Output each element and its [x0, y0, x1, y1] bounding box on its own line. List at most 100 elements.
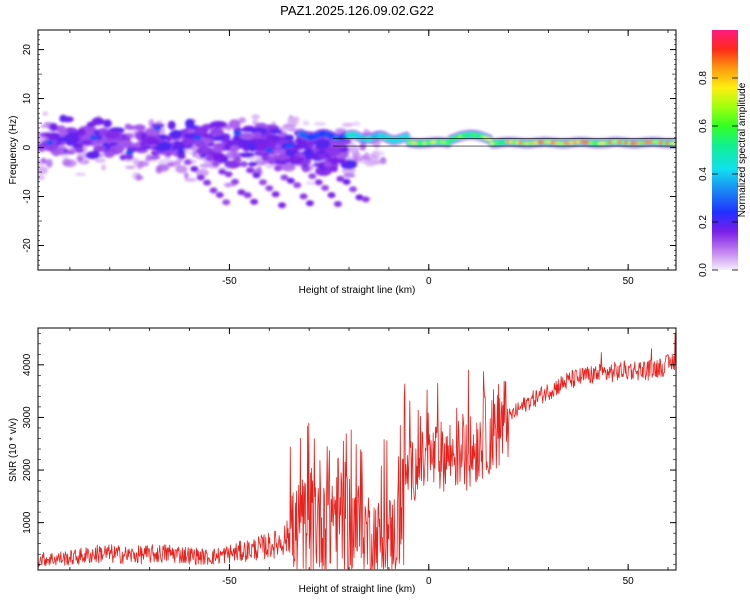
- spectrogram-cell: [351, 121, 361, 126]
- spectrogram-cell: [77, 128, 86, 137]
- spectrogram-cell: [91, 117, 105, 126]
- spectrogram-cell: [335, 128, 347, 134]
- spectrogram-cell: [38, 159, 42, 167]
- spectrogram-cell: [250, 127, 268, 135]
- spectrogram-cell: [302, 166, 310, 173]
- spectrogram-cell: [312, 162, 327, 167]
- spectrogram-cell: [329, 166, 338, 173]
- spectrogram-cell: [402, 133, 410, 140]
- spectrogram-cell: [280, 174, 289, 181]
- y-tick-label: -10: [22, 189, 33, 204]
- spectrogram-cell: [133, 158, 140, 166]
- spectrogram-cell: [38, 175, 45, 181]
- spectrogram-cell: [215, 192, 224, 198]
- spectrogram-cell: [327, 192, 336, 199]
- spectrogram-cell: [305, 200, 314, 207]
- spectrogram-cell: [149, 155, 161, 160]
- colorbar: 0.0 0.2 0.4 0.6 0.8 Normalized spectral ampl…: [698, 30, 748, 277]
- spectrogram-cell: [211, 135, 226, 141]
- spectrogram-cell: [305, 148, 312, 159]
- snr-x-label: Height of straight line (km): [299, 584, 416, 595]
- spectrogram-cell: [59, 114, 68, 123]
- spectrogram-cell: [190, 165, 199, 172]
- spectrogram-cell: [183, 159, 192, 166]
- spectrogram-cell: [119, 155, 130, 160]
- spectrogram-cell: [361, 196, 370, 203]
- spectrogram-cell: [175, 165, 188, 174]
- spectrogram-cell: [364, 152, 369, 161]
- spectrogram-x-label: Height of straight line (km): [299, 285, 416, 296]
- spectrogram-cell: [252, 138, 268, 145]
- spectrogram-cell: [343, 173, 356, 178]
- spectrogram-cell: [135, 173, 141, 181]
- spectrogram-y-label: Frequency (Hz): [8, 116, 19, 185]
- spectrogram-cell: [342, 178, 351, 185]
- y-tick-label: 0: [22, 144, 33, 150]
- spectrogram-cell: [246, 167, 255, 174]
- spectrogram-cell: [117, 140, 133, 144]
- spectrogram-cell: [42, 111, 48, 116]
- spectrogram-cell: [261, 154, 270, 161]
- spectrogram-cell: [285, 143, 294, 149]
- spectrogram-cell: [224, 171, 233, 178]
- x-tick-label: 0: [426, 276, 432, 287]
- spectrogram-cell: [295, 157, 304, 164]
- y-tick-label: 10: [22, 93, 33, 105]
- spectrogram-cell: [167, 120, 176, 130]
- snr-x-ticks: -50 0 50: [69, 328, 669, 587]
- spectrogram-cell: [209, 120, 228, 129]
- y-tick-label: 2000: [22, 458, 33, 481]
- spectrogram-cell: [273, 154, 291, 161]
- y-tick-label: -20: [22, 238, 33, 253]
- spectrogram-cell: [286, 177, 295, 184]
- spectrogram-cell: [209, 187, 218, 194]
- spectrogram-cell: [102, 119, 112, 128]
- spectrogram-cell: [210, 152, 227, 163]
- y-tick-label: 1000: [22, 511, 33, 534]
- x-tick-label: 50: [623, 576, 635, 587]
- spectrogram-cell: [349, 186, 357, 193]
- spectrogram-cell: [155, 167, 163, 174]
- spectrogram-cell: [257, 165, 262, 173]
- spectrogram-cell: [153, 125, 162, 131]
- spectrogram-cell: [98, 153, 104, 158]
- spectrogram-cell: [75, 147, 84, 154]
- spectrogram-panel: -50 0 50 20 10 0 -10 -20 Height of straight li…: [8, 29, 677, 296]
- spectrogram-cell: [253, 131, 262, 139]
- spectrogram-cell: [258, 179, 267, 186]
- spectrogram-cell: [230, 145, 240, 153]
- spectrogram-cell: [80, 140, 93, 145]
- spectrogram-cell: [125, 165, 136, 169]
- colorbar-tick-label: 0.4: [698, 167, 709, 181]
- spectrogram-cell: [265, 164, 275, 169]
- spectrogram-cell: [184, 177, 197, 182]
- spectrogram-cell: [321, 185, 330, 191]
- spectrogram-cell: [172, 140, 182, 151]
- spectrogram-cell: [287, 128, 301, 132]
- spectrogram-cell: [104, 151, 115, 158]
- spectrogram-cell: [44, 142, 59, 152]
- x-tick-label: -50: [222, 276, 237, 287]
- spectrogram-cell: [265, 185, 274, 192]
- spectrogram-cell: [94, 158, 106, 163]
- y-tick-label: 4000: [22, 353, 33, 376]
- spectrogram-cell: [160, 127, 165, 135]
- spectrogram-cell: [166, 162, 175, 167]
- spectrogram-cell: [233, 130, 242, 136]
- spectrogram-cell: [77, 156, 83, 162]
- spectrogram-cell: [293, 182, 302, 189]
- snr-y-ticks: 1000 2000 3000 4000: [22, 332, 676, 566]
- spectrogram-cell: [365, 160, 377, 167]
- colorbar-ticks: 0.0 0.2 0.4 0.6 0.8: [698, 71, 738, 277]
- spectrogram-cell: [302, 120, 310, 126]
- spectrogram-cell: [41, 157, 46, 164]
- spectrogram-cell: [101, 164, 106, 171]
- spectrogram-cell: [314, 138, 331, 149]
- spectrogram-cell: [46, 140, 54, 146]
- spectrogram-cell: [248, 162, 258, 167]
- spectrogram-cell: [170, 129, 182, 139]
- spectrogram-cell: [239, 132, 256, 140]
- spectrogram-cell: [271, 191, 280, 198]
- spectrogram-cell: [323, 161, 332, 168]
- spectrogram-y-ticks: 20 10 0 -10 -20: [22, 29, 676, 271]
